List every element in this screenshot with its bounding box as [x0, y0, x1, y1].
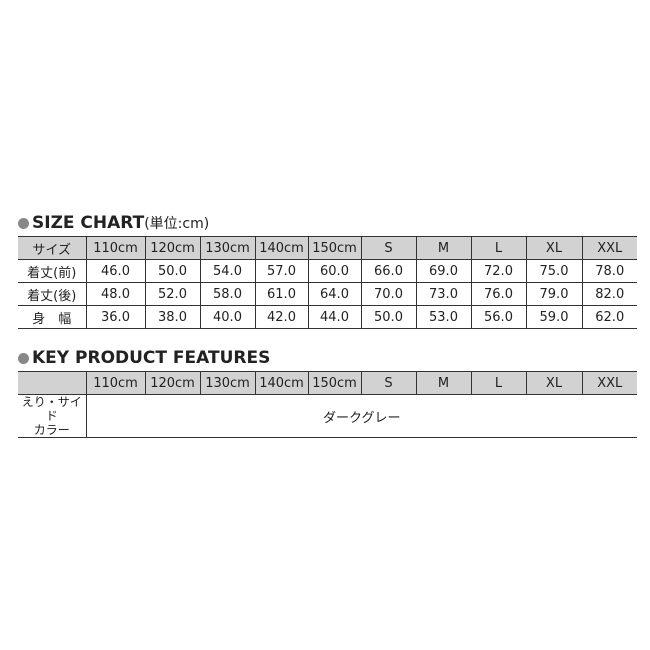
table-cell: 66.0	[360, 259, 416, 283]
table-cell: 110cm	[85, 371, 145, 395]
table-cell: 59.0	[525, 305, 582, 329]
table-cell: 40.0	[199, 305, 255, 329]
table-cell: 70.0	[360, 282, 416, 306]
table-cell: 46.0	[85, 259, 145, 283]
table-cell: 69.0	[415, 259, 471, 283]
table-cell: 56.0	[470, 305, 526, 329]
table-cell: 64.0	[307, 282, 361, 306]
table-cell: 60.0	[307, 259, 361, 283]
table-cell: M	[415, 371, 471, 395]
table-cell: 52.0	[144, 282, 200, 306]
row-label: 着丈(前)	[18, 259, 86, 283]
features-title: KEY PRODUCT FEATURES	[18, 348, 270, 368]
collar-color-value: ダークグレー	[85, 394, 637, 438]
row-label: 身 幅	[18, 305, 86, 329]
table-cell: 58.0	[199, 282, 255, 306]
table-cell: 57.0	[254, 259, 308, 283]
table-cell: 48.0	[85, 282, 145, 306]
table-row: えり・サイド カラー ダークグレー	[18, 394, 637, 438]
table-cell: 76.0	[470, 282, 526, 306]
table-cell: 78.0	[581, 259, 637, 283]
table-cell: 42.0	[254, 305, 308, 329]
table-cell: 36.0	[85, 305, 145, 329]
table-cell: M	[415, 236, 471, 260]
bullet-icon	[18, 217, 29, 229]
table-cell: 54.0	[199, 259, 255, 283]
row-label: えり・サイド カラー	[18, 394, 86, 438]
table-row: 着丈(前) 46.0 50.0 54.0 57.0 60.0 66.0 69.0 72.0 75.…	[18, 259, 637, 283]
size-chart-table: サイズ 110cm 120cm 130cm 140cm 150cm S M L XL XXL 着丈(前…	[18, 236, 637, 329]
table-cell: L	[470, 371, 526, 395]
size-chart-title: SIZE CHART (単位:cm)	[18, 213, 209, 233]
table-cell: 38.0	[144, 305, 200, 329]
table-cell: 130cm	[199, 236, 255, 260]
table-cell: 82.0	[581, 282, 637, 306]
table-cell: 120cm	[144, 236, 200, 260]
table-row: 身 幅 36.0 38.0 40.0 42.0 44.0 50.0 53.0 56.0 59.0 6…	[18, 305, 637, 329]
features-table: 110cm 120cm 130cm 140cm 150cm S M L XL XXL えり・サイド…	[18, 371, 637, 438]
row-label: 着丈(後)	[18, 282, 86, 306]
table-cell: 73.0	[415, 282, 471, 306]
table-cell: 61.0	[254, 282, 308, 306]
table-cell: 50.0	[360, 305, 416, 329]
empty-header-cell	[18, 371, 86, 395]
table-cell: 150cm	[307, 371, 361, 395]
table-cell: 120cm	[144, 371, 200, 395]
table-cell: S	[360, 236, 416, 260]
table-cell: 72.0	[470, 259, 526, 283]
table-cell: 50.0	[144, 259, 200, 283]
table-cell: 79.0	[525, 282, 582, 306]
table-cell: 75.0	[525, 259, 582, 283]
table-cell: XL	[525, 371, 582, 395]
table-cell: 53.0	[415, 305, 471, 329]
table-header-row: サイズ 110cm 120cm 130cm 140cm 150cm S M L XL XXL	[18, 236, 637, 260]
table-cell: 130cm	[199, 371, 255, 395]
table-cell: 44.0	[307, 305, 361, 329]
table-cell: 140cm	[254, 371, 308, 395]
table-cell: 150cm	[307, 236, 361, 260]
bullet-icon	[18, 352, 29, 364]
row-label: サイズ	[18, 236, 86, 260]
table-row: 着丈(後) 48.0 52.0 58.0 61.0 64.0 70.0 73.0 76.0 79.…	[18, 282, 637, 306]
table-cell: S	[360, 371, 416, 395]
table-cell: 140cm	[254, 236, 308, 260]
table-cell: XXL	[581, 236, 637, 260]
table-cell: XL	[525, 236, 582, 260]
table-cell: XXL	[581, 371, 637, 395]
table-cell: 110cm	[85, 236, 145, 260]
table-cell: 62.0	[581, 305, 637, 329]
table-header-row: 110cm 120cm 130cm 140cm 150cm S M L XL XXL	[18, 371, 637, 395]
table-cell: L	[470, 236, 526, 260]
